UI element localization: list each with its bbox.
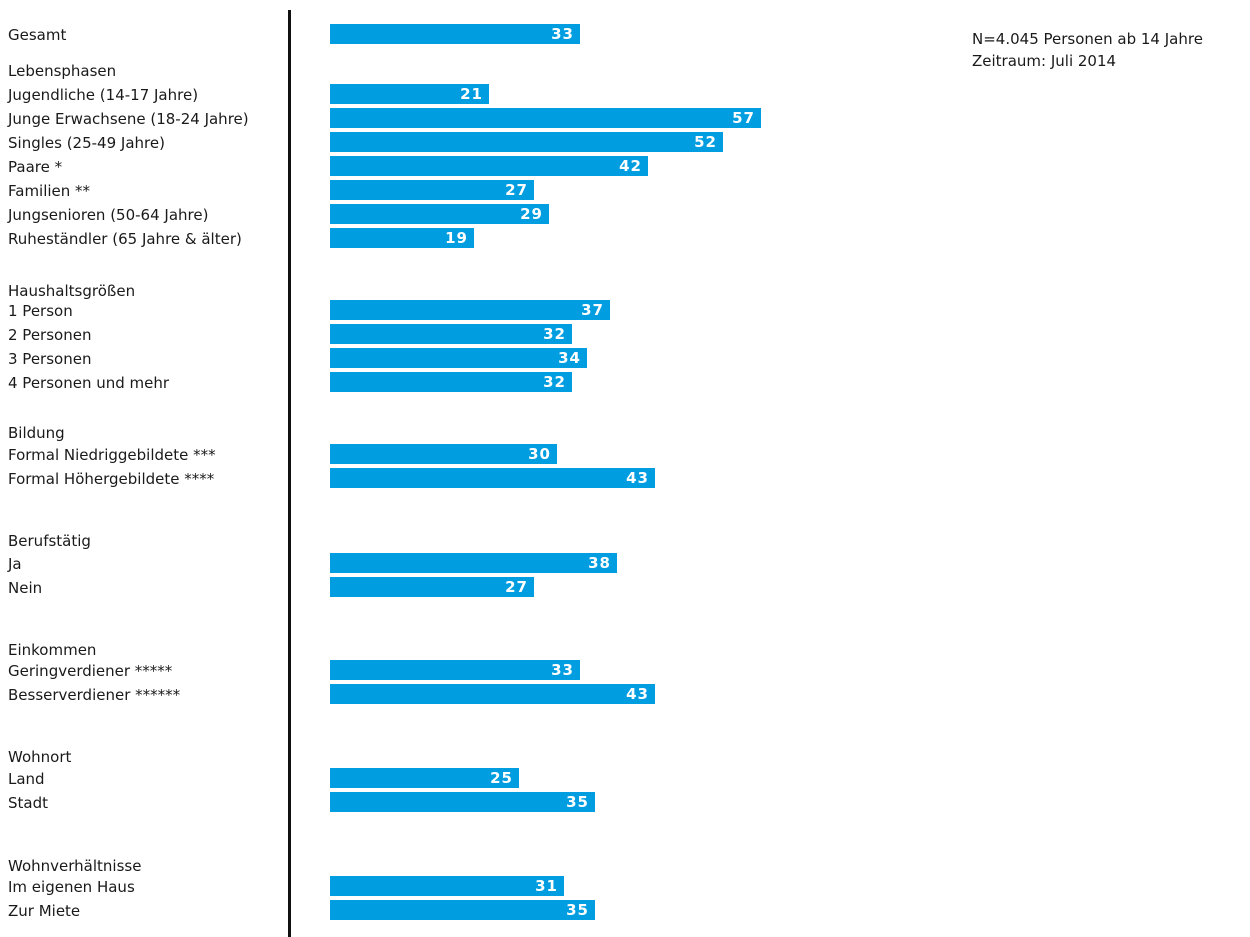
bar-value-label: 33: [551, 661, 574, 679]
category-label: Stadt: [8, 794, 48, 812]
category-label: Paare *: [8, 158, 63, 176]
category-label: Im eigenen Haus: [8, 878, 135, 896]
bar-value-label: 21: [460, 85, 483, 103]
bar-value-label: 37: [581, 301, 604, 319]
bar: [330, 300, 610, 320]
category-label: Jugendliche (14-17 Jahre): [8, 86, 199, 104]
bar-value-label: 42: [619, 157, 642, 175]
group-header: Berufstätig: [8, 532, 91, 550]
bar: [330, 228, 474, 248]
category-label: Land: [8, 770, 45, 788]
bar-value-label: 38: [588, 554, 611, 572]
axis-line: [288, 10, 291, 937]
group-header: Wohnort: [8, 748, 72, 766]
bar: [330, 372, 572, 392]
bar-value-label: 43: [626, 685, 649, 703]
bar-value-label: 35: [566, 901, 589, 919]
bar-value-label: 30: [528, 445, 551, 463]
bar: [330, 660, 580, 680]
bar: [330, 324, 572, 344]
bar-value-label: 25: [490, 769, 513, 787]
category-label: Formal Niedriggebildete ***: [8, 446, 216, 464]
bar: [330, 444, 557, 464]
bar: [330, 768, 519, 788]
category-label: 1 Person: [8, 302, 73, 320]
bar-value-label: 35: [566, 793, 589, 811]
bar-value-label: 57: [732, 109, 755, 127]
bar: [330, 684, 655, 704]
category-label: Jungsenioren (50-64 Jahre): [8, 206, 209, 224]
period-note: Zeitraum: Juli 2014: [972, 52, 1117, 70]
bar: [330, 348, 587, 368]
category-label: 3 Personen: [8, 350, 92, 368]
bar-value-label: 27: [505, 181, 528, 199]
bar: [330, 577, 534, 597]
bar: [330, 792, 595, 812]
category-label: Familien **: [8, 182, 91, 200]
group-header: Lebensphasen: [8, 62, 117, 80]
category-label: Ja: [8, 555, 22, 573]
bar-value-label: 43: [626, 469, 649, 487]
bar-value-label: 27: [505, 578, 528, 596]
category-label: 2 Personen: [8, 326, 92, 344]
bar: [330, 132, 723, 152]
bar: [330, 876, 564, 896]
bar-value-label: 29: [520, 205, 543, 223]
bar: [330, 24, 580, 44]
category-label: Junge Erwachsene (18-24 Jahre): [8, 110, 249, 128]
bar-value-label: 32: [543, 373, 566, 391]
bar: [330, 553, 617, 573]
category-label: Ruheständler (65 Jahre & älter): [8, 230, 242, 248]
group-header: Wohnverhältnisse: [8, 857, 142, 875]
category-label: Formal Höhergebildete ****: [8, 470, 215, 488]
category-label: Nein: [8, 579, 43, 597]
category-label: 4 Personen und mehr: [8, 374, 170, 392]
group-header: Haushaltsgrößen: [8, 282, 136, 300]
bar-value-label: 52: [694, 133, 717, 151]
group-header: Einkommen: [8, 641, 97, 659]
bar: [330, 900, 595, 920]
bar-value-label: 31: [535, 877, 558, 895]
category-label: Gesamt: [8, 26, 67, 44]
bar-value-label: 33: [551, 25, 574, 43]
category-label: Besserverdiener ******: [8, 686, 181, 704]
bar: [330, 84, 489, 104]
sample-note: N=4.045 Personen ab 14 Jahre: [972, 30, 1203, 48]
group-header: Bildung: [8, 424, 65, 442]
bar-value-label: 32: [543, 325, 566, 343]
bar: [330, 108, 761, 128]
bar-value-label: 19: [445, 229, 468, 247]
category-label: Zur Miete: [8, 902, 81, 920]
bar: [330, 468, 655, 488]
bar: [330, 156, 648, 176]
bar: [330, 204, 549, 224]
category-label: Geringverdiener *****: [8, 662, 173, 680]
category-label: Singles (25-49 Jahre): [8, 134, 165, 152]
bar: [330, 180, 534, 200]
bar-value-label: 34: [558, 349, 581, 367]
